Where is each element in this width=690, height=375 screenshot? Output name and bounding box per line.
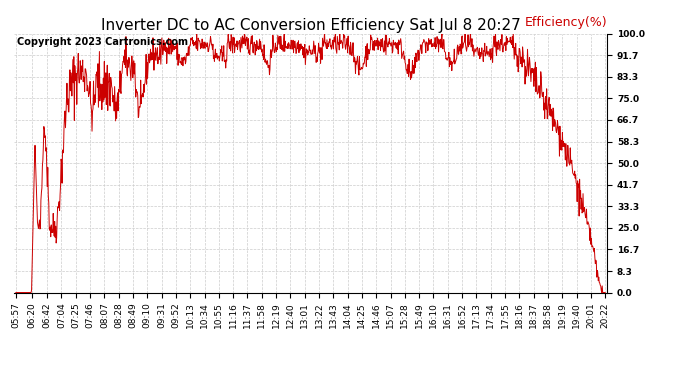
Text: Efficiency(%): Efficiency(%) bbox=[524, 16, 607, 28]
Title: Inverter DC to AC Conversion Efficiency Sat Jul 8 20:27: Inverter DC to AC Conversion Efficiency … bbox=[101, 18, 520, 33]
Text: Copyright 2023 Cartronics.com: Copyright 2023 Cartronics.com bbox=[17, 36, 188, 46]
